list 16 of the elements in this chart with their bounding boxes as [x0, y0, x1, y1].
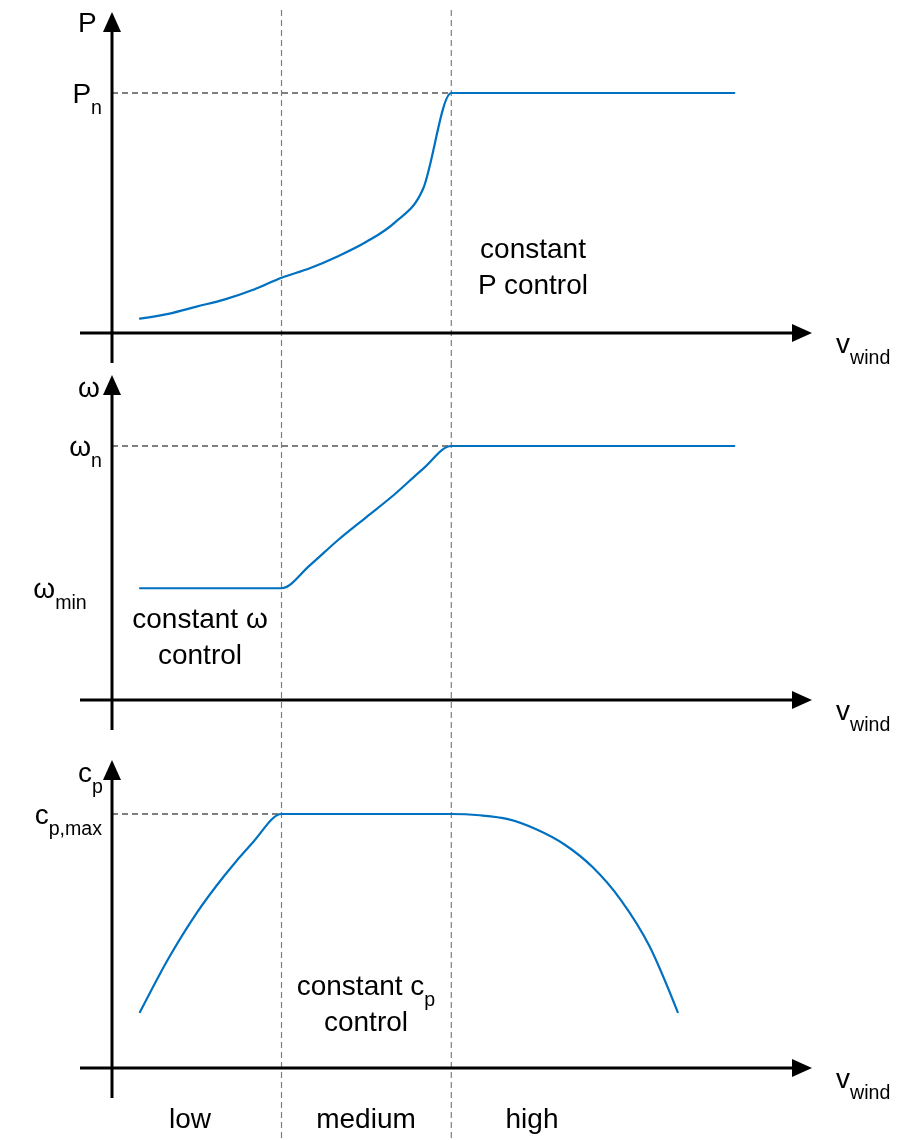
y-axis-title: ω: [78, 372, 100, 403]
annotation: constant c$_{p}$ control: [296, 970, 436, 1037]
text: ω$_{min}$: [33, 573, 87, 613]
annotation: constant ω control: [132, 603, 268, 670]
text: low: [168, 1103, 212, 1134]
y-axis-title: c$_{p}$: [78, 757, 103, 797]
ref-line-label: c$_{p,max}$: [34, 799, 103, 839]
x-axis-title: v$_{wind}$: [836, 695, 891, 735]
text: medium: [316, 1103, 416, 1134]
annotation: constant P control: [478, 233, 588, 300]
text: high: [505, 1103, 559, 1134]
x-axis-title: v$_{wind}$: [836, 1063, 891, 1103]
ref-line-label: ω$_{n}$: [69, 431, 102, 471]
ref-line-label: P$_{n}$: [72, 78, 102, 118]
x-axis-title: v$_{wind}$: [836, 328, 891, 368]
y-axis-title: P: [78, 7, 97, 38]
